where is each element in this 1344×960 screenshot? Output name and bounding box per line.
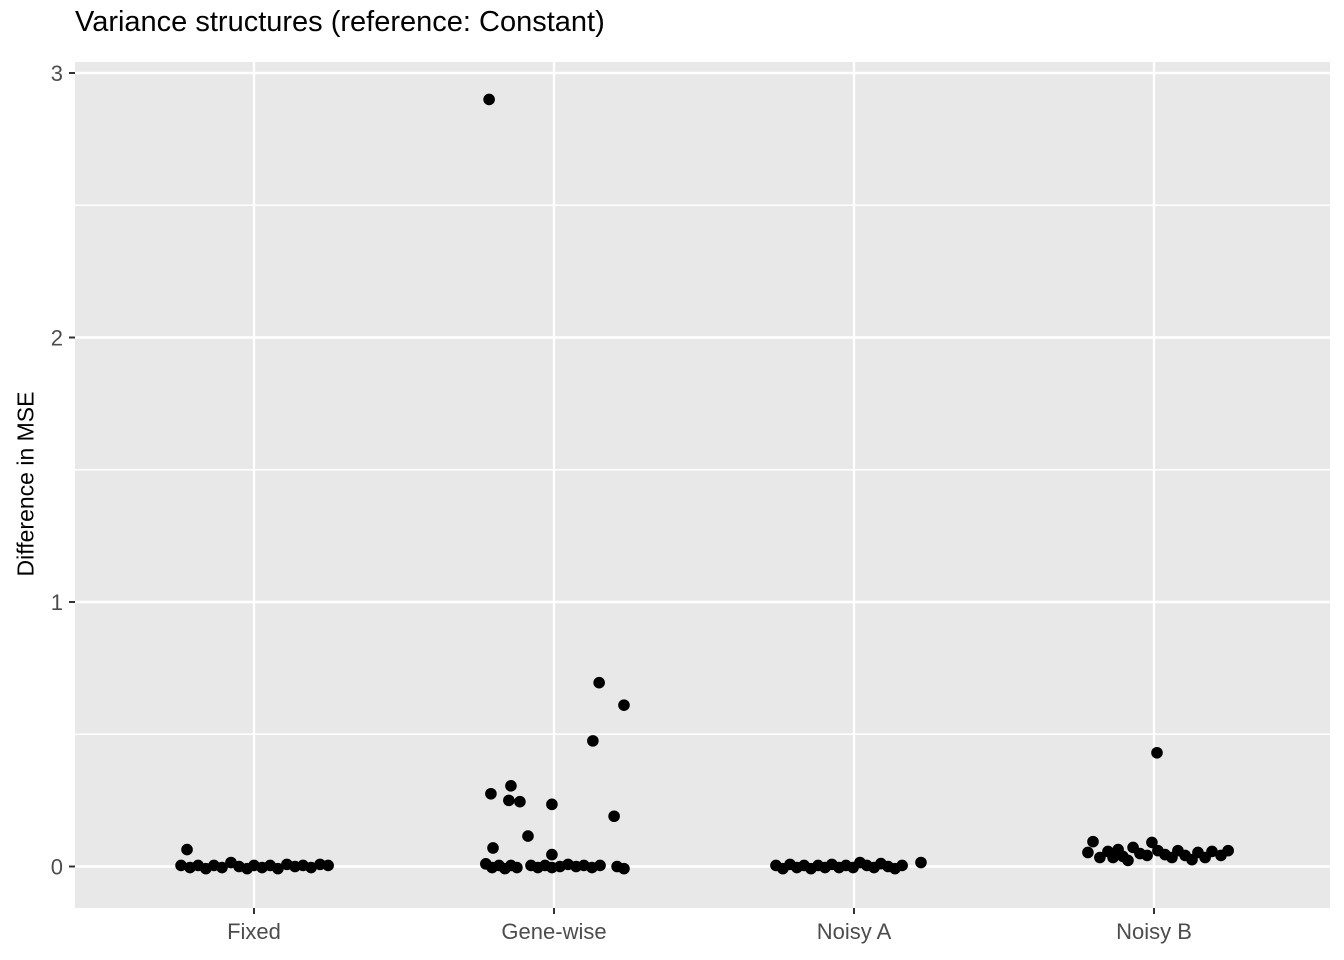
data-point <box>587 735 599 747</box>
data-point <box>896 859 908 872</box>
data-point <box>1146 836 1158 849</box>
y-tick-label: 2 <box>51 326 63 351</box>
data-point <box>305 861 317 874</box>
data-point <box>546 848 558 861</box>
data-point <box>618 699 630 711</box>
x-tick-label: Fixed <box>227 919 281 944</box>
data-point <box>322 859 334 872</box>
data-point <box>1222 844 1234 857</box>
data-point <box>1087 835 1099 848</box>
data-point <box>608 810 620 823</box>
data-point <box>272 862 284 875</box>
data-point <box>1082 846 1094 859</box>
data-point <box>503 794 515 807</box>
y-tick-label: 0 <box>51 855 63 880</box>
x-tick-label: Noisy A <box>817 919 892 944</box>
data-point <box>181 843 193 856</box>
data-point <box>511 861 523 874</box>
data-point <box>546 798 558 811</box>
y-tick-label: 3 <box>51 61 63 86</box>
data-point <box>593 676 605 689</box>
data-point <box>485 787 497 800</box>
y-tick-label: 1 <box>51 590 63 615</box>
data-point <box>1206 845 1218 858</box>
data-point <box>915 856 927 869</box>
data-point <box>1151 746 1163 759</box>
data-point <box>487 842 499 854</box>
data-point <box>1141 849 1153 862</box>
x-tick-label: Noisy B <box>1116 919 1192 944</box>
data-point <box>1094 851 1106 864</box>
data-point <box>216 861 228 874</box>
chart-title: Variance structures (reference: Constant… <box>75 6 605 38</box>
data-point <box>505 780 517 792</box>
data-point <box>594 859 606 872</box>
data-point <box>618 862 630 875</box>
x-tick-label: Gene-wise <box>501 919 606 944</box>
panel-background <box>75 62 1330 908</box>
data-point <box>175 859 187 872</box>
data-point <box>1122 854 1134 867</box>
data-point <box>514 795 526 808</box>
data-point <box>522 830 534 842</box>
data-point <box>483 93 495 106</box>
